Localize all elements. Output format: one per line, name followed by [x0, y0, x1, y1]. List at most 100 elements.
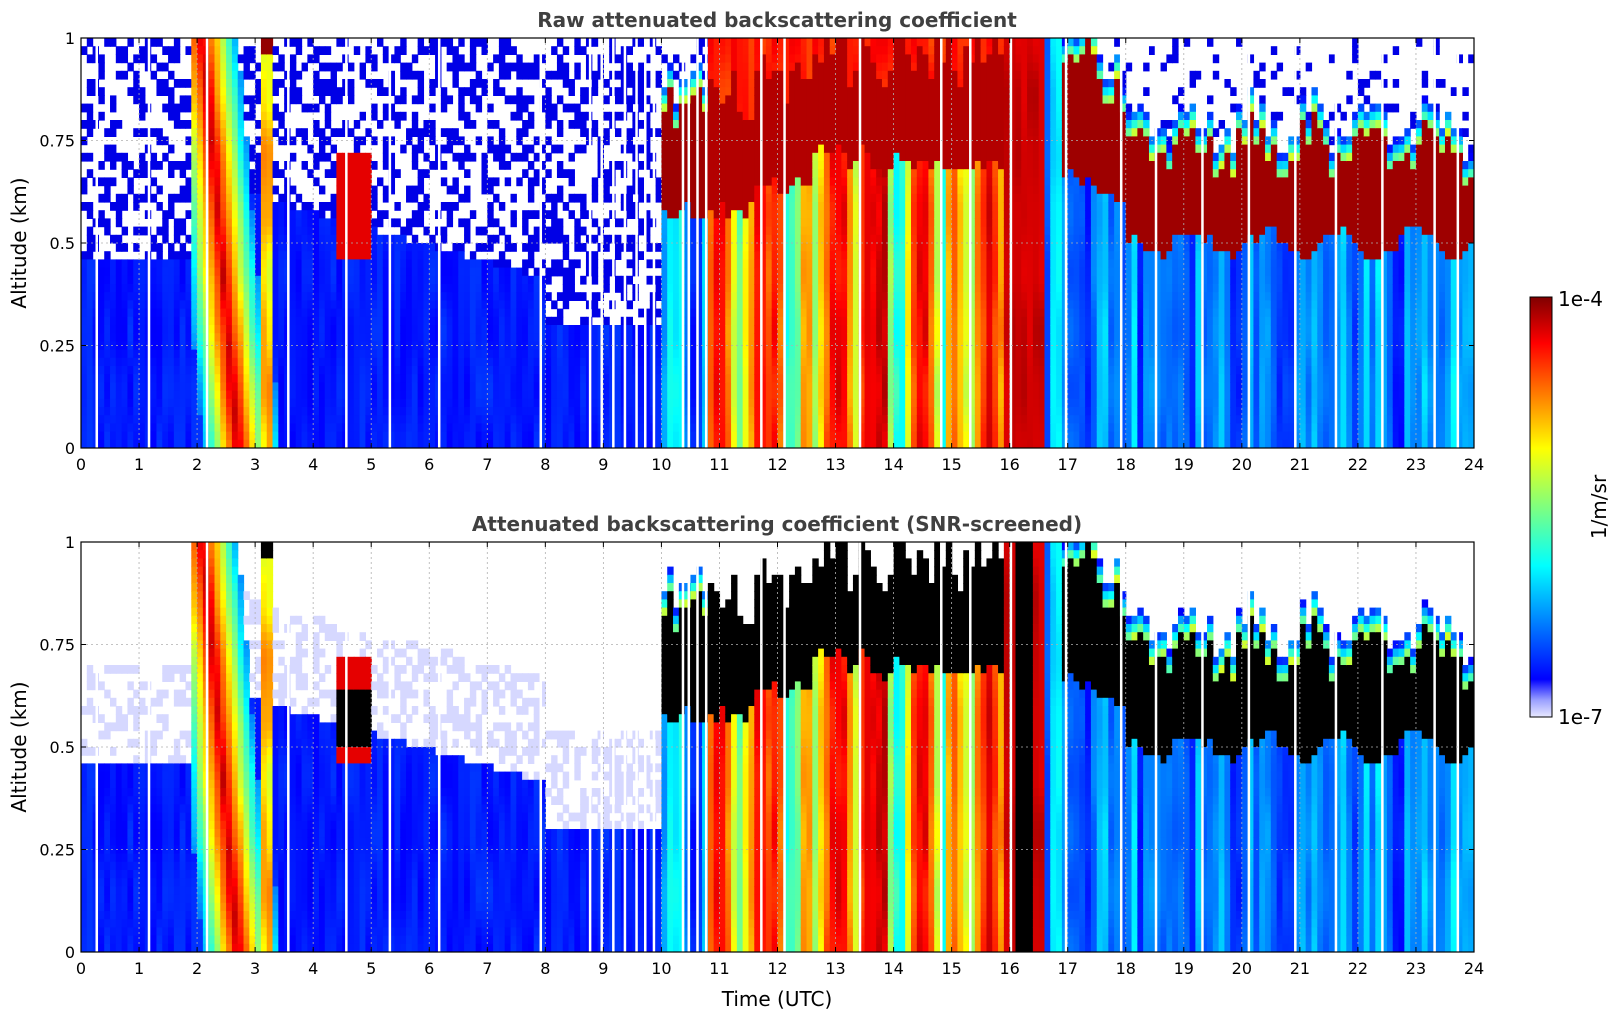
heatmap-cell	[272, 341, 279, 351]
heatmap-cell	[429, 234, 436, 244]
heatmap-cell	[469, 300, 477, 310]
heatmap-cell	[748, 300, 755, 310]
heatmap-cell	[231, 243, 239, 252]
heatmap-cell	[243, 218, 250, 228]
heatmap-cell	[638, 38, 645, 47]
heatmap-cell	[214, 423, 221, 433]
heatmap-cell	[423, 226, 430, 236]
heatmap-cell	[260, 152, 268, 162]
heatmap-cell	[527, 259, 535, 269]
heatmap-cell	[742, 275, 750, 285]
heatmap-cell	[440, 144, 448, 154]
heatmap-cell	[307, 382, 314, 392]
heatmap-cell	[324, 251, 332, 260]
heatmap-cell	[754, 415, 761, 424]
heatmap-cell	[318, 415, 326, 424]
heatmap-cell	[661, 382, 668, 392]
heatmap-cell	[464, 292, 471, 301]
heatmap-cell	[452, 54, 459, 64]
heatmap-cell	[696, 38, 703, 47]
heatmap-cell	[574, 415, 581, 424]
heatmap-cell	[498, 292, 506, 301]
heatmap-cell	[661, 341, 668, 351]
heatmap-cell	[336, 431, 343, 441]
heatmap-cell	[179, 333, 187, 342]
heatmap-cell	[783, 95, 790, 105]
heatmap-cell	[266, 439, 274, 448]
heatmap-cell	[336, 185, 343, 195]
heatmap-cell	[104, 423, 111, 433]
heatmap-cell	[220, 210, 227, 219]
heatmap-cell	[696, 202, 703, 211]
heatmap-cell	[516, 316, 523, 326]
heatmap-cell	[487, 357, 494, 367]
heatmap-cell	[539, 79, 546, 88]
heatmap-cell	[458, 243, 465, 252]
heatmap-cell	[295, 325, 303, 334]
heatmap-cell	[760, 423, 767, 433]
heatmap-cell	[707, 349, 715, 359]
heatmap-cell	[162, 152, 169, 162]
heatmap-cell	[173, 431, 181, 441]
heatmap-cell	[353, 300, 361, 310]
heatmap-cell	[545, 152, 552, 162]
heatmap-cell	[266, 161, 274, 170]
heatmap-cell	[458, 308, 465, 318]
heatmap-cell	[522, 284, 529, 293]
heatmap-cell	[527, 300, 535, 310]
heatmap-cell	[516, 349, 523, 359]
heatmap-cell	[237, 193, 245, 203]
heatmap-cell	[121, 357, 129, 367]
heatmap-cell	[655, 79, 663, 88]
heatmap-cell	[260, 382, 268, 392]
heatmap-cell	[272, 226, 279, 236]
heatmap-cell	[464, 152, 471, 162]
heatmap-cell	[748, 349, 755, 359]
heatmap-cell	[220, 390, 227, 400]
heatmap-cell	[446, 38, 454, 47]
heatmap-cell	[487, 316, 494, 326]
heatmap-cell	[551, 325, 558, 334]
heatmap-cell	[731, 439, 738, 448]
heatmap-cell	[626, 316, 633, 326]
heatmap-cell	[812, 70, 819, 80]
heatmap-cell	[568, 366, 575, 375]
heatmap-cell	[539, 218, 546, 228]
heatmap-cell	[510, 62, 517, 72]
heatmap-cell	[725, 202, 732, 211]
heatmap-cell	[243, 234, 250, 244]
heatmap-cell	[220, 103, 227, 113]
heatmap-cell	[295, 234, 303, 244]
heatmap-cell	[725, 251, 732, 260]
heatmap-cell	[139, 111, 146, 121]
heatmap-cell	[760, 38, 767, 47]
heatmap-cell	[458, 415, 465, 424]
heatmap-cell	[527, 439, 535, 448]
heatmap-cell	[417, 38, 425, 47]
heatmap-cell	[197, 54, 204, 64]
heatmap-cell	[81, 316, 88, 326]
heatmap-cell	[707, 439, 715, 448]
heatmap-cell	[347, 333, 355, 342]
heatmap-cell	[278, 439, 285, 448]
heatmap-cell	[168, 70, 175, 80]
heatmap-cell	[626, 382, 633, 392]
heatmap-cell	[475, 349, 483, 359]
heatmap-cell	[626, 62, 633, 72]
heatmap-cell	[423, 300, 430, 310]
heatmap-cell	[185, 439, 192, 448]
heatmap-cell	[243, 259, 250, 269]
heatmap-cell	[226, 87, 233, 96]
heatmap-cell	[98, 70, 105, 80]
heatmap-cell	[493, 374, 500, 383]
heatmap-cell	[510, 431, 517, 441]
heatmap-cell	[638, 357, 645, 367]
heatmap-cell	[249, 431, 256, 441]
heatmap-cell	[777, 161, 784, 170]
heatmap-cell	[574, 38, 581, 47]
heatmap-cell	[98, 284, 105, 293]
heatmap-cell	[278, 275, 285, 285]
heatmap-cell	[121, 243, 129, 252]
heatmap-cell	[214, 267, 221, 277]
heatmap-cell	[725, 226, 732, 236]
